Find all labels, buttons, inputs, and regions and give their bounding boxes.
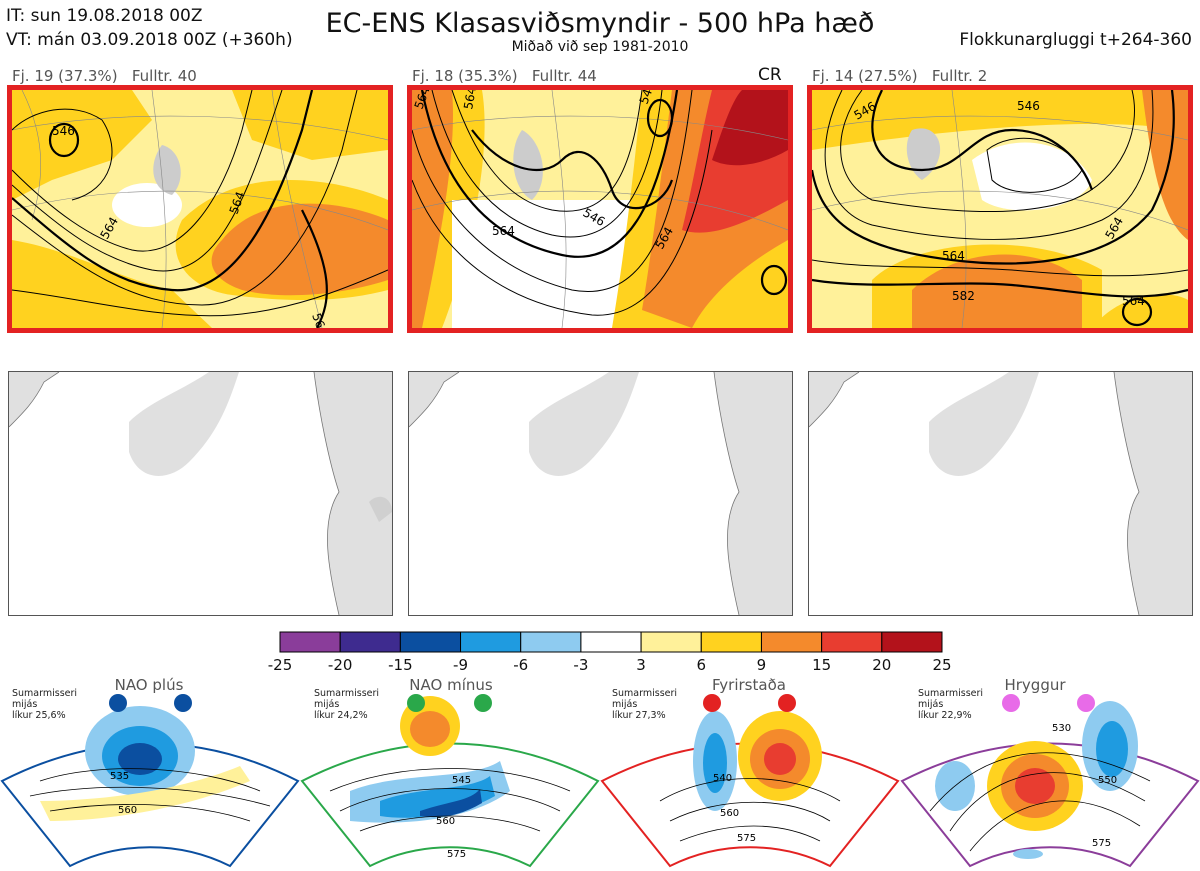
regime-marker [174,694,192,712]
regime-contour-label: 560 [436,816,455,827]
regime-note: Sumarmisseri mijás líkur 24,2% [314,688,380,721]
chart-title: EC-ENS Klasasviðsmyndir - 500 hPa hæð [325,8,875,39]
cluster-2-map: 564 564 546 564 546 564 [407,85,793,333]
colorbar-cell [821,631,883,653]
regime-marker [1002,694,1020,712]
colorbar-cell [640,631,702,653]
colorbar-cell [700,631,762,653]
regime-contour-label: 575 [1092,838,1111,849]
colorbar-tick-label: 20 [872,656,892,674]
colorbar-tick-label: 6 [696,656,707,674]
contour-label: 582 [952,289,975,303]
base-map-1 [8,371,393,616]
colorbar-tick-label: 9 [756,656,767,674]
regime-contour-label: 575 [737,833,756,844]
regime-marker [703,694,721,712]
colorbar-tick-label: -3 [573,656,589,674]
base-map-3 [808,371,1193,616]
control-run-tag: CR [758,65,782,85]
regime-marker [778,694,796,712]
regime-marker [474,694,492,712]
cluster-2-label: Fj. 18 (35.3%) Fulltr. 44 [412,67,597,85]
cluster-3-map: 546 546 564 582 564 564 [807,85,1193,333]
regime-contour-label: 545 [452,775,471,786]
regime-contour-label: 560 [720,808,739,819]
colorbar-cell [520,631,582,653]
regime-contour-label: 550 [1098,775,1117,786]
contour-label: 546 [52,124,75,138]
colorbar-tick-label: -6 [513,656,529,674]
clustering-window: Flokkunargluggi t+264-360 [959,30,1192,50]
colorbar-cell [580,631,642,653]
colorbar-cell [881,631,943,653]
cluster-1-label: Fj. 19 (37.3%) Fulltr. 40 [12,67,197,85]
regime-nao-minus: 545 560 575 [300,696,600,868]
regime-marker [407,694,425,712]
valid-time: VT: mán 03.09.2018 00Z (+360h) [6,30,293,50]
regime-title: NAO plús [114,676,184,694]
regime-ridge: 530 550 575 [900,701,1200,868]
regime-title: Fyrirstaða [712,676,786,694]
contour-label: 564 [461,90,479,111]
colorbar-cell [460,631,522,653]
contour-label: 564 [1122,294,1145,308]
colorbar-tick-label: 25 [932,656,952,674]
base-map-2 [408,371,793,616]
colorbar-tick-label: 15 [812,656,832,674]
regime-note: Sumarmisseri mijás líkur 25,6% [12,688,78,721]
contour-label: 564 [492,224,515,238]
colorbar-tick-label: 3 [636,656,646,674]
chart-subtitle: Miðað við sep 1981-2010 [511,39,689,55]
cluster-3-label: Fj. 14 (27.5%) Fulltr. 2 [812,67,988,85]
regime-marker [1077,694,1095,712]
colorbar-cell [339,631,401,653]
regime-blocking: 540 560 575 [600,711,900,868]
regime-contour-label: 535 [110,771,129,782]
initial-time: IT: sun 19.08.2018 00Z [6,6,203,26]
regime-contour-label: 540 [713,773,732,784]
colorbar-tick-label: -25 [267,656,293,674]
colorbar-cell [399,631,462,653]
regime-title: Hryggur [1004,676,1066,694]
contour-label: 564 [942,249,965,263]
regime-contour-label: 560 [118,805,137,816]
regime-marker [109,694,127,712]
cluster-1-map: 546 564 564 564 [7,85,393,333]
regime-nao-plus: 535 560 [0,706,300,868]
colorbar-tick-label: -20 [327,656,353,674]
regime-note: Sumarmisseri mijás líkur 27,3% [612,688,678,721]
regime-contour-label: 575 [447,849,466,860]
contour-label: 546 [1017,99,1040,113]
colorbar-cell [760,631,823,653]
regime-note: Sumarmisseri mijás líkur 22,9% [918,688,984,721]
colorbar-tick-label: -9 [453,656,469,674]
colorbar-cell [279,631,341,653]
regime-contour-label: 530 [1052,723,1071,734]
regime-title: NAO mínus [409,676,493,694]
colorbar-tick-label: -15 [388,656,413,674]
